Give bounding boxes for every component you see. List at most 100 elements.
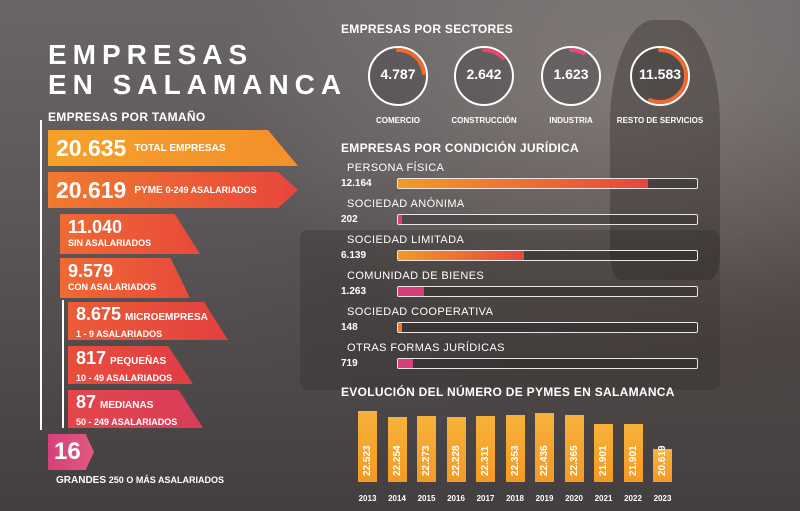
pyme-bar-label: 22.273 — [421, 445, 432, 476]
con-block: 9.579 CON ASALARIADOS — [60, 258, 190, 298]
year-label: 2018 — [506, 494, 524, 503]
pyme-bar-label: 21.901 — [627, 445, 639, 476]
sector-label: INDUSTRIA — [549, 116, 593, 125]
sector-value: 1.623 — [553, 66, 589, 82]
sector-ring-arc — [456, 48, 512, 104]
medianas-value: 87 — [76, 392, 97, 412]
sector-label: RESTO DE SERVICIOS — [616, 116, 704, 125]
con-value: 9.579 — [68, 261, 114, 281]
medianas-label: MEDIANAS — [100, 400, 154, 411]
sector-ring: 4.787 — [366, 44, 430, 108]
pequenas-label: PEQUEÑAS — [110, 356, 167, 367]
micro-label: MICROEMPRESA — [125, 312, 208, 323]
page-title: EMPRESAS EN SALAMANCA — [48, 40, 347, 100]
sector-label: CONSTRUCCIÓN — [451, 116, 517, 125]
sector-ring-svg — [368, 46, 428, 106]
sector-ring-track — [368, 46, 428, 106]
year-label: 2017 — [476, 494, 495, 503]
con-sub-line — [62, 300, 64, 428]
jur-bar — [398, 215, 403, 224]
sector-ring-track — [454, 46, 514, 106]
pyme-ribbon: 20.619 PYME 0-249 ASALARIADOS — [48, 172, 298, 208]
sector-ring-svg — [454, 46, 514, 106]
sector-ring: 2.642 — [452, 44, 516, 108]
section-title-juridica: EMPRESAS POR CONDICIÓN JURÍDICA — [341, 141, 579, 155]
pyme-bar-label: 22.353 — [509, 445, 521, 476]
title-line-2: EN SALAMANCA — [48, 69, 348, 100]
jur-track — [397, 358, 698, 369]
size-line-main — [40, 208, 42, 430]
jur-bar — [398, 323, 402, 332]
sector-value: 4.787 — [380, 66, 416, 82]
sector-ring-svg — [630, 46, 690, 106]
background-tower — [610, 20, 720, 280]
title-line-1: EMPRESAS — [48, 39, 254, 70]
total-ribbon: 20.635 TOTAL EMPRESAS — [48, 130, 298, 166]
pyme-bar — [594, 423, 613, 482]
sector-value: 2.642 — [466, 66, 502, 82]
pyme-bar — [417, 416, 436, 482]
sector-label: COMERCIO — [376, 116, 420, 125]
jur-category: PERSONA FÍSICA — [347, 162, 445, 174]
pyme-bar — [623, 423, 643, 482]
jur-track — [397, 286, 698, 297]
sector-ring-arc — [632, 48, 688, 104]
jur-category: COMUNIDAD DE BIENES — [347, 270, 485, 282]
pyme-bar-label: 22.311 — [480, 445, 491, 476]
total-label: TOTAL EMPRESAS — [134, 142, 226, 154]
jur-category: SOCIEDAD COOPERATIVA — [347, 306, 494, 318]
jur-value: 202 — [341, 214, 358, 225]
pequenas-value: 817 — [76, 348, 107, 368]
grandes-value: 16 — [48, 434, 94, 470]
sector-value: 11.583 — [638, 66, 682, 82]
jur-bar — [398, 251, 525, 260]
pyme-bar — [564, 414, 584, 482]
pyme-label: PYME 0-249 ASALARIADOS — [134, 185, 256, 196]
jur-track — [397, 250, 698, 261]
sin-value: 11.040 — [68, 217, 123, 237]
grandes-label-main: GRANDES — [56, 475, 107, 486]
jur-bar — [398, 287, 424, 296]
year-label: 2023 — [653, 494, 672, 503]
jur-category: SOCIEDAD LIMITADA — [347, 234, 465, 246]
pyme-bar-label: 21.901 — [598, 445, 609, 476]
sector-ring-svg — [541, 46, 601, 106]
micro-sub: 1 - 9 ASALARIADOS — [76, 329, 163, 339]
pyme-bar-label: 22.254 — [391, 445, 403, 476]
pequenas-block: 817 PEQUEÑAS 10 - 49 ASALARIADOS — [68, 346, 193, 384]
pyme-bar-label: 22.228 — [450, 445, 462, 476]
pyme-bar-label: 22.365 — [568, 445, 580, 476]
section-title-sectores: EMPRESAS POR SECTORES — [341, 22, 514, 36]
sector-ring-arc — [370, 48, 426, 104]
sector-ring-track — [541, 46, 601, 106]
pyme-bar — [446, 417, 466, 482]
pyme-label-main: PYME — [134, 184, 163, 196]
section-title-tamano: EMPRESAS POR TAMAÑO — [48, 110, 206, 124]
pyme-bar-label: 22.436 — [539, 445, 550, 476]
jur-category: OTRAS FORMAS JURÍDICAS — [347, 342, 505, 354]
jur-value: 1.263 — [341, 286, 367, 297]
jur-track — [397, 322, 698, 333]
jur-value: 12.164 — [341, 178, 372, 189]
medianas-block: 87 MEDIANAS 50 - 249 ASALARIADOS — [68, 390, 203, 428]
sector-ring: 11.583 — [628, 44, 692, 108]
sin-label: SIN ASALARIADOS — [68, 238, 152, 248]
pyme-bar — [653, 448, 672, 482]
jur-value: 6.139 — [341, 250, 367, 261]
pyme-bar — [535, 413, 554, 482]
jur-category: SOCIEDAD ANÓNIMA — [347, 198, 465, 210]
year-label: 2022 — [624, 494, 642, 503]
micro-block: 8.675 MICROEMPRESA 1 - 9 ASALARIADOS — [68, 302, 228, 340]
con-label: CON ASALARIADOS — [68, 282, 157, 292]
year-label: 2019 — [535, 494, 554, 503]
pyme-bar — [387, 416, 407, 482]
jur-value: 148 — [341, 322, 358, 333]
pyme-value: 20.619 — [56, 176, 127, 203]
jur-bar — [398, 359, 413, 368]
pyme-bar — [358, 411, 377, 482]
jur-track — [397, 214, 698, 225]
pyme-bar — [476, 415, 495, 482]
jur-value: 719 — [341, 358, 358, 369]
sin-block: 11.040 SIN ASALARIADOS — [60, 214, 200, 254]
year-label: 2016 — [447, 494, 465, 503]
